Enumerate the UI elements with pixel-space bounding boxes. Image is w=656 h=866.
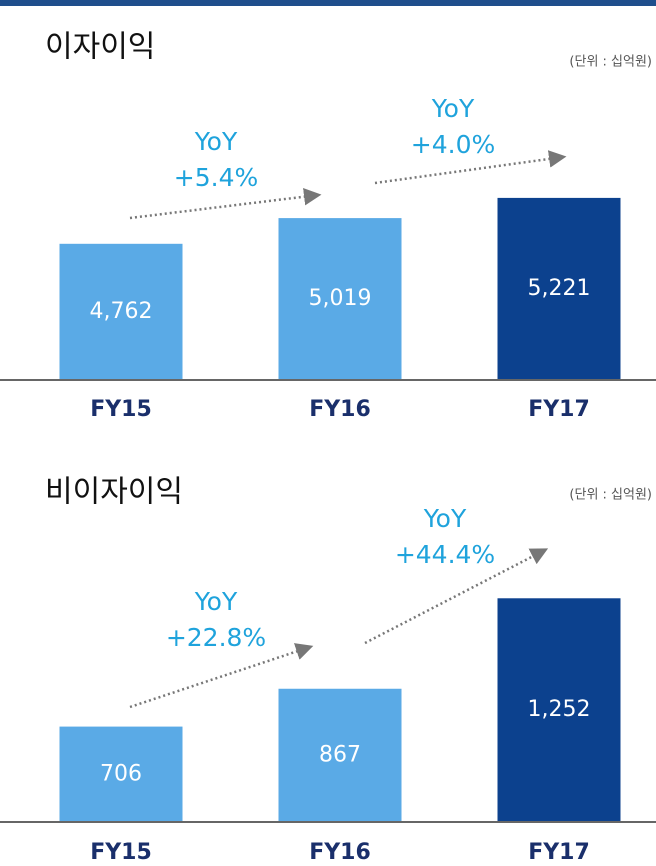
value-label: 867 (319, 742, 361, 767)
bar (497, 598, 621, 822)
annotation: +4.0% (411, 130, 495, 159)
bar (278, 218, 402, 380)
annotation: YoY (194, 587, 238, 616)
bar (59, 243, 183, 380)
unit-label: (단위 : 십억원) (569, 55, 652, 70)
annotation: YoY (194, 127, 238, 156)
arrow (129, 643, 314, 709)
bar (59, 726, 183, 822)
value-label: 1,252 (528, 697, 591, 722)
x-tick-label: FY15 (90, 397, 152, 422)
annotation: +22.8% (166, 623, 266, 652)
unit-label: (단위 : 십억원) (569, 488, 652, 503)
annotation: YoY (431, 94, 475, 123)
x-tick-label: FY16 (309, 397, 371, 422)
bar (497, 197, 621, 380)
annotation: +44.4% (395, 540, 495, 569)
bar (278, 688, 402, 822)
value-label: 4,762 (90, 299, 153, 324)
value-label: 706 (100, 761, 142, 786)
x-tick-label: FY16 (309, 840, 371, 865)
arrow (129, 188, 322, 220)
chart-title: 비이자이익 (45, 475, 183, 510)
top-bar (0, 0, 656, 6)
value-label: 5,221 (528, 276, 591, 301)
chart-title: 이자이익 (45, 30, 155, 65)
x-tick-label: FY15 (90, 840, 152, 865)
arrow (374, 150, 567, 185)
x-tick-label: FY17 (528, 397, 590, 422)
x-tick-label: FY17 (528, 840, 590, 865)
value-label: 5,019 (309, 286, 372, 311)
annotation: YoY (423, 504, 467, 533)
annotation: +5.4% (174, 163, 258, 192)
arrow (364, 548, 549, 645)
